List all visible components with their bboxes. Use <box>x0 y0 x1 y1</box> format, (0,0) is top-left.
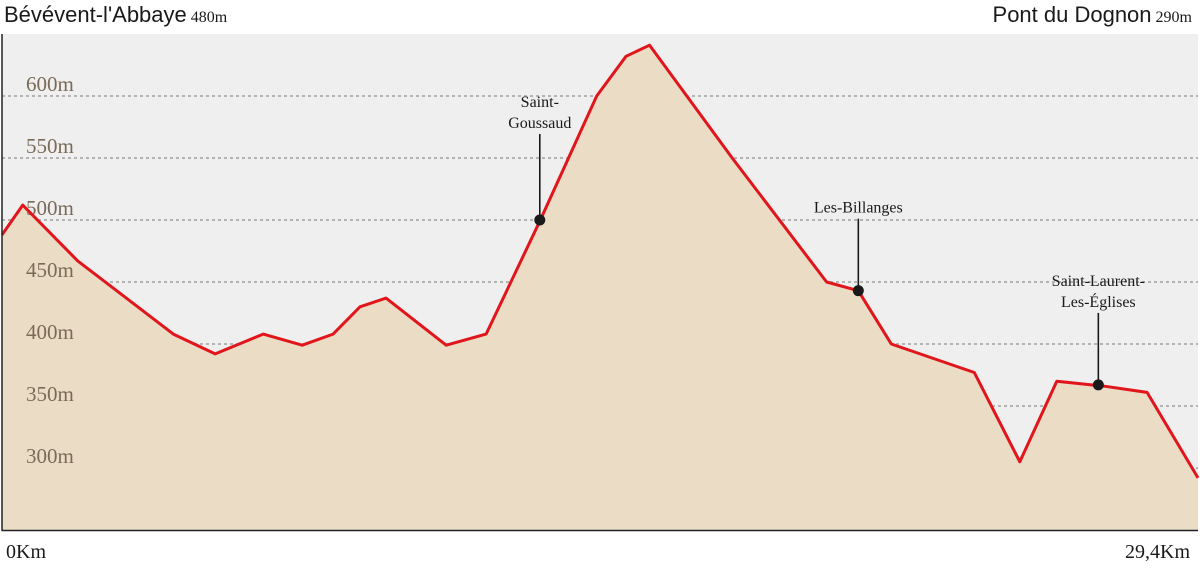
y-tick-label: 350m <box>26 382 74 406</box>
y-tick-label: 450m <box>26 258 74 282</box>
y-tick-label: 550m <box>26 134 74 158</box>
waypoint-label: Les-Billanges <box>814 200 903 217</box>
waypoint-label: Saint-Laurent- <box>1052 273 1145 290</box>
end-location: Pont du Dognon 290m <box>993 2 1192 28</box>
waypoint: Saint- Goussaud <box>508 94 571 226</box>
end-location-altitude: 290m <box>1155 9 1192 26</box>
elevation-area <box>2 45 1198 530</box>
start-location-altitude: 480m <box>190 9 228 26</box>
end-distance-label: 29,4Km <box>1125 541 1190 563</box>
waypoint-label: Saint- <box>521 94 559 111</box>
elevation-line <box>0 43 1200 479</box>
waypoint-label: Goussaud <box>508 115 571 132</box>
y-tick-label: 600m <box>26 72 74 96</box>
start-location-name: Bévévent-l'Abbaye <box>4 2 187 27</box>
y-tick-label: 300m <box>26 444 74 468</box>
waypoint-dot <box>1092 379 1104 391</box>
waypoint-dot <box>534 214 546 226</box>
waypoint: Saint-Laurent- Les-Églises <box>1052 273 1145 391</box>
waypoints: Saint- Goussaud Les-Billanges Saint-Laurent… <box>508 94 1145 391</box>
waypoint-label: Les-Églises <box>1061 292 1136 311</box>
waypoint-dot <box>852 285 864 297</box>
start-distance-label: 0Km <box>6 541 46 563</box>
y-tick-label: 400m <box>26 320 74 344</box>
end-location-name: Pont du Dognon <box>992 2 1152 27</box>
start-location: Bévévent-l'Abbaye 480m <box>4 2 227 28</box>
waypoint: Les-Billanges <box>814 200 903 297</box>
